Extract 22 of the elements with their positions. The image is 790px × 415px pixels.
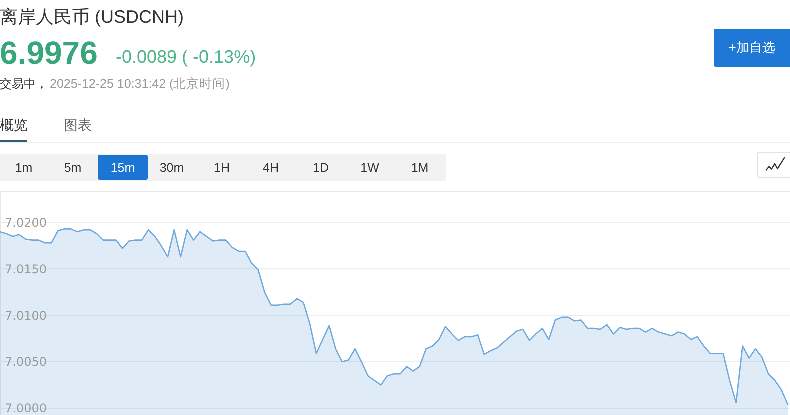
text: 5m	[64, 161, 82, 175]
text: 1D	[313, 161, 329, 175]
text: 图表	[64, 117, 92, 133]
text: 概览	[0, 117, 28, 133]
text: 30m	[160, 161, 184, 175]
text: 1m	[15, 161, 33, 175]
chart-title: 离岸人民币 (USDCNH)	[0, 7, 184, 27]
text: 交易中，	[0, 77, 48, 91]
y-tick-label: 7.0100	[5, 308, 47, 323]
text: +加自选	[728, 40, 776, 55]
y-tick-label: 7.0050	[5, 355, 47, 370]
y-tick-label: 7.0200	[5, 216, 47, 230]
text: 15m	[110, 161, 136, 175]
text: 1M	[411, 161, 429, 175]
text: 4H	[263, 161, 279, 175]
y-tick-label: 7.0150	[5, 262, 47, 276]
text: 1H	[214, 161, 230, 175]
text: -0.0089 ( -0.13%)	[116, 47, 256, 67]
text: 1W	[360, 161, 380, 175]
text: 2025-12-25 10:31:42 (北京时间)	[50, 77, 230, 91]
y-tick-label: 7.0000	[5, 402, 47, 415]
text: 6.9976	[0, 35, 98, 71]
